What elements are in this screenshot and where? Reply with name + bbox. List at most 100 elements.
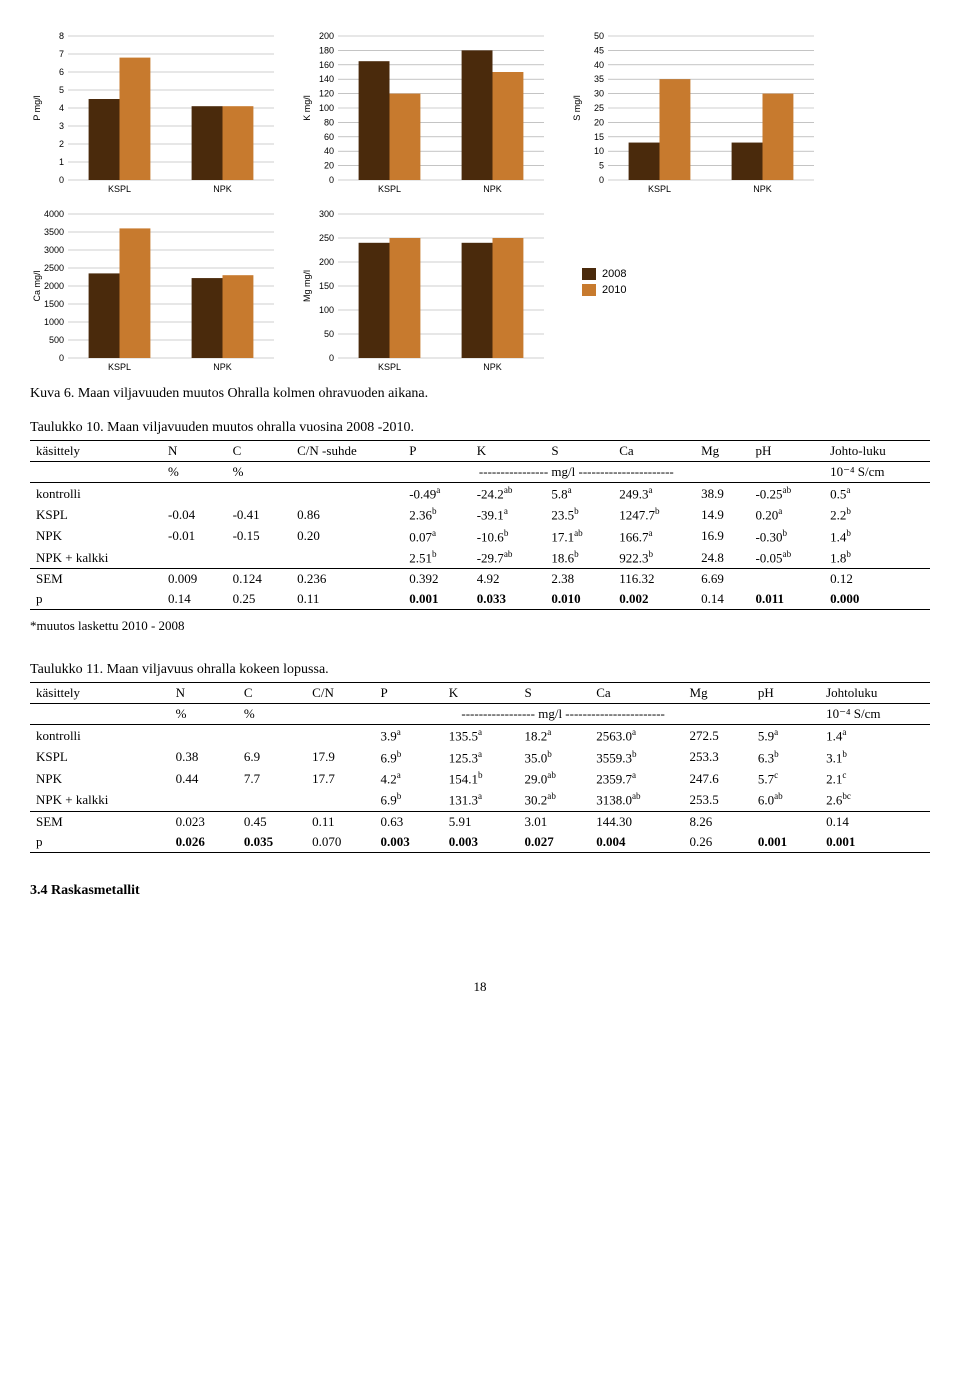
legend: 2008 2010 xyxy=(582,268,626,296)
cell: 6.9b xyxy=(374,747,442,768)
cell: 5.8a xyxy=(545,483,613,505)
bar-chart: 05001000150020002500300035004000KSPLNPKC… xyxy=(30,208,280,378)
svg-text:KSPL: KSPL xyxy=(648,184,671,194)
cell: 0.63 xyxy=(374,811,442,832)
table10-caption: Taulukko 10. Maan viljavuuden muutos ohr… xyxy=(30,420,930,436)
cell: -39.1a xyxy=(471,504,546,525)
col-header: Mg xyxy=(684,683,752,704)
section-heading: 3.4 Raskasmetallit xyxy=(30,883,930,899)
cell: 253.5 xyxy=(684,789,752,811)
cell xyxy=(227,483,292,505)
svg-text:150: 150 xyxy=(319,281,334,291)
cell: SEM xyxy=(30,811,170,832)
col-header: C xyxy=(238,683,306,704)
cell xyxy=(162,547,227,569)
bar-chart: 020406080100120140160180200KSPLNPKK mg/l xyxy=(300,30,550,200)
svg-text:NPK: NPK xyxy=(483,362,502,372)
svg-text:KSPL: KSPL xyxy=(108,184,131,194)
svg-text:K mg/l: K mg/l xyxy=(302,95,312,121)
cell: -0.05ab xyxy=(749,547,824,569)
svg-text:3: 3 xyxy=(59,121,64,131)
cell: 0.11 xyxy=(306,811,374,832)
cell: 3.1b xyxy=(820,747,930,768)
svg-text:4: 4 xyxy=(59,103,64,113)
svg-text:500: 500 xyxy=(49,335,64,345)
cell: -0.30b xyxy=(749,526,824,547)
cell: 0.011 xyxy=(749,589,824,610)
col-header: N xyxy=(170,683,238,704)
svg-text:10: 10 xyxy=(594,146,604,156)
cell: 0.07a xyxy=(403,526,471,547)
svg-text:0: 0 xyxy=(59,175,64,185)
cell: 2563.0a xyxy=(590,725,683,747)
cell: 0.001 xyxy=(752,832,820,853)
cell: 2.38 xyxy=(545,569,613,590)
svg-text:2000: 2000 xyxy=(44,281,64,291)
cell: 35.0b xyxy=(519,747,591,768)
cell: 0.003 xyxy=(374,832,442,853)
cell: 0.004 xyxy=(590,832,683,853)
table10: käsittelyNCC/N -suhdePKSCaMgpHJohto-luku… xyxy=(30,440,930,610)
cell: 0.44 xyxy=(170,768,238,789)
cell: 253.3 xyxy=(684,747,752,768)
cell: 116.32 xyxy=(613,569,695,590)
svg-text:100: 100 xyxy=(319,103,334,113)
cell: -0.25ab xyxy=(749,483,824,505)
cell xyxy=(170,789,238,811)
svg-text:35: 35 xyxy=(594,74,604,84)
col-header: Ca xyxy=(613,441,695,462)
cell: 17.1ab xyxy=(545,526,613,547)
cell: 6.9b xyxy=(374,789,442,811)
cell: 0.20a xyxy=(749,504,824,525)
cell: 0.45 xyxy=(238,811,306,832)
svg-text:0: 0 xyxy=(599,175,604,185)
cell: KSPL xyxy=(30,747,170,768)
svg-text:P mg/l: P mg/l xyxy=(32,95,42,120)
col-header: K xyxy=(443,683,519,704)
cell: kontrolli xyxy=(30,725,170,747)
svg-text:50: 50 xyxy=(324,329,334,339)
svg-text:6: 6 xyxy=(59,67,64,77)
svg-text:KSPL: KSPL xyxy=(378,184,401,194)
cell: -0.01 xyxy=(162,526,227,547)
svg-text:3000: 3000 xyxy=(44,245,64,255)
svg-text:80: 80 xyxy=(324,117,334,127)
svg-text:25: 25 xyxy=(594,103,604,113)
svg-text:0: 0 xyxy=(329,175,334,185)
cell: 4.92 xyxy=(471,569,546,590)
svg-text:4000: 4000 xyxy=(44,209,64,219)
svg-text:50: 50 xyxy=(594,31,604,41)
svg-text:100: 100 xyxy=(319,305,334,315)
cell: 18.2a xyxy=(519,725,591,747)
svg-text:5: 5 xyxy=(599,161,604,171)
cell xyxy=(238,789,306,811)
cell: 24.8 xyxy=(695,547,749,569)
cell: 0.20 xyxy=(291,526,403,547)
cell: 6.9 xyxy=(238,747,306,768)
cell: 2.2b xyxy=(824,504,930,525)
cell: 0.000 xyxy=(824,589,930,610)
cell: 6.0ab xyxy=(752,789,820,811)
cell: 131.3a xyxy=(443,789,519,811)
cell: 0.26 xyxy=(684,832,752,853)
cell xyxy=(749,569,824,590)
svg-text:30: 30 xyxy=(594,89,604,99)
table10-note: *muutos laskettu 2010 - 2008 xyxy=(30,618,930,634)
cell: 4.2a xyxy=(374,768,442,789)
col-header: C/N -suhde xyxy=(291,441,403,462)
cell: 0.124 xyxy=(227,569,292,590)
svg-text:0: 0 xyxy=(59,353,64,363)
col-header: Ca xyxy=(590,683,683,704)
col-header: K xyxy=(471,441,546,462)
cell: 1.8b xyxy=(824,547,930,569)
bar-chart: 050100150200250300KSPLNPKMg mg/l xyxy=(300,208,550,378)
cell: 2.51b xyxy=(403,547,471,569)
cell: -29.7ab xyxy=(471,547,546,569)
cell: 0.033 xyxy=(471,589,546,610)
bar-chart: 012345678KSPLNPKP mg/l xyxy=(30,30,280,200)
cell xyxy=(170,725,238,747)
cell: 38.9 xyxy=(695,483,749,505)
cell: NPK + kalkki xyxy=(30,789,170,811)
figure-caption: Kuva 6. Maan viljavuuden muutos Ohralla … xyxy=(30,386,930,402)
svg-text:40: 40 xyxy=(594,60,604,70)
